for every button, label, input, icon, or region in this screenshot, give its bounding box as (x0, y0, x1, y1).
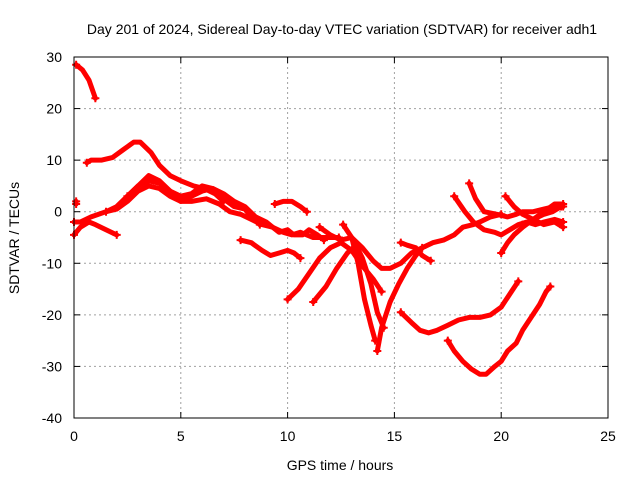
data-series (70, 60, 568, 377)
series-line (124, 178, 263, 228)
point-marker (91, 94, 100, 103)
series-line (398, 240, 434, 264)
y-tick-label: -30 (42, 358, 62, 374)
y-tick-label: 10 (46, 152, 62, 168)
series-line (272, 198, 310, 215)
point-marker (450, 192, 459, 201)
point-marker (465, 179, 474, 188)
series-trace-8 (236, 236, 305, 263)
series-line (73, 62, 98, 101)
series-line (445, 284, 553, 377)
series-trace-5 (70, 219, 121, 239)
point-marker (339, 220, 348, 229)
point-marker (102, 207, 111, 216)
point-marker (82, 158, 91, 167)
y-axis-label: SDTVAR / TECUs (6, 182, 22, 294)
x-tick-label: 20 (493, 428, 509, 444)
series-line (398, 278, 521, 336)
y-tick-label: -40 (42, 410, 62, 426)
x-tick-label: 10 (280, 428, 296, 444)
y-tick-label: 0 (54, 204, 62, 220)
series-trace-3 (82, 139, 228, 206)
point-marker (270, 199, 279, 208)
point-marker (396, 308, 405, 317)
series-trace-16 (396, 277, 523, 336)
series-line (103, 183, 342, 240)
point-marker (72, 197, 81, 206)
point-marker (396, 238, 405, 247)
y-tick-label: -10 (42, 255, 62, 271)
point-marker (514, 277, 523, 286)
series-line (71, 219, 120, 238)
series-trace-17 (443, 282, 555, 377)
series-line (238, 237, 303, 261)
axis-ticks: 0 5 10 15 20 25 30 20 10 0 -10 -20 -30 -40 (42, 49, 616, 444)
y-tick-label: 20 (46, 101, 62, 117)
point-marker (426, 256, 435, 265)
point-marker (315, 223, 324, 232)
point-marker (123, 192, 132, 201)
y-tick-label: 30 (46, 49, 62, 65)
point-marker (255, 220, 264, 229)
x-tick-label: 15 (387, 428, 403, 444)
point-marker (302, 207, 311, 216)
y-tick-label: -20 (42, 307, 62, 323)
series-trace-22 (518, 199, 568, 229)
series-line (374, 245, 425, 354)
series-trace-15 (396, 238, 435, 265)
point-marker (236, 236, 245, 245)
point-marker (559, 199, 568, 208)
point-marker (546, 282, 555, 291)
chart-title: Day 201 of 2024, Sidereal Day-to-day VTE… (87, 21, 597, 37)
point-marker (418, 243, 427, 252)
series-trace-2 (72, 197, 81, 208)
point-marker (497, 248, 506, 257)
point-marker (309, 297, 318, 306)
x-tick-label: 0 (70, 428, 78, 444)
plot-frame (73, 56, 609, 419)
point-marker (373, 346, 382, 355)
series-line (520, 201, 566, 228)
x-axis-label: GPS time / hours (287, 457, 394, 473)
point-marker (283, 295, 292, 304)
point-marker (518, 220, 527, 229)
point-marker (443, 336, 452, 345)
point-marker (296, 254, 305, 263)
x-tick-label: 25 (600, 428, 616, 444)
point-marker (559, 223, 568, 232)
series-line (340, 222, 378, 344)
x-tick-label: 5 (177, 428, 185, 444)
series-trace-9 (270, 198, 311, 216)
point-marker (501, 192, 510, 201)
point-marker (112, 230, 121, 239)
point-marker (377, 287, 386, 296)
point-marker (72, 60, 81, 69)
series-trace-14 (373, 243, 427, 355)
series-trace-7 (123, 178, 264, 229)
series-trace-1 (72, 60, 100, 103)
